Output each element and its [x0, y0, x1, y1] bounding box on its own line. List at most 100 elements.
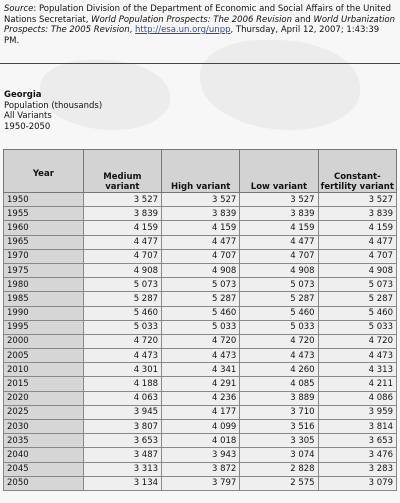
cell-constant: 4 159: [317, 220, 398, 236]
table-row: 1995 5 033 5 033 5 033 5 033: [3, 319, 398, 335]
cell-low: 3 710: [239, 404, 319, 421]
col-header-constant: Constant-fertility variant: [317, 149, 398, 193]
cell-high: 5 033: [161, 319, 241, 335]
query-metadata: Georgia Population (thousands) All Varia…: [4, 90, 102, 132]
cell-year: 1975: [3, 262, 84, 279]
table-row: 2005 4 473 4 473 4 473 4 473: [3, 348, 398, 364]
cell-low: 5 033: [239, 319, 319, 335]
source-citation: Source: Population Division of the Depar…: [4, 4, 396, 46]
table-row: 1965 4 477 4 477 4 477 4 477: [3, 234, 398, 250]
cell-high: 4 177: [161, 404, 241, 421]
cell-constant: 4 720: [317, 333, 398, 350]
col-header-low: Low variant: [239, 149, 319, 193]
cell-constant: 5 073: [317, 277, 398, 293]
col-header-medium: Medium variant: [82, 149, 163, 193]
cell-year: 1965: [3, 234, 84, 250]
cell-low: 4 473: [239, 348, 319, 364]
cell-low: 4 477: [239, 234, 319, 250]
cell-medium: 5 073: [82, 277, 163, 293]
cell-low: 5 073: [239, 277, 319, 293]
cell-medium: 3 487: [82, 447, 163, 463]
cell-constant: 4 477: [317, 234, 398, 250]
cell-low: 3 516: [239, 418, 319, 435]
table-row: 1950 3 527 3 527 3 527 3 527: [3, 191, 398, 208]
cell-constant: 3 476: [317, 447, 398, 463]
cell-high: 4 018: [161, 433, 241, 449]
cell-low: 5 287: [239, 291, 319, 307]
cell-low: 3 305: [239, 433, 319, 449]
cell-constant: 3 839: [317, 206, 398, 222]
cell-low: 3 527: [239, 191, 319, 208]
cell-year: 2040: [3, 447, 84, 463]
cell-year: 2010: [3, 362, 84, 378]
cell-high: 4 908: [161, 262, 241, 279]
table-row: 2000 4 720 4 720 4 720 4 720: [3, 333, 398, 350]
cell-year: 1995: [3, 319, 84, 335]
cell-constant: 5 033: [317, 319, 398, 335]
cell-constant: 3 283: [317, 461, 398, 477]
cell-high: 4 477: [161, 234, 241, 250]
cell-high: 4 236: [161, 390, 241, 406]
cell-year: 1980: [3, 277, 84, 293]
cell-year: 2015: [3, 376, 84, 392]
cell-low: 4 707: [239, 248, 319, 264]
cell-medium: 4 707: [82, 248, 163, 264]
col-header-high: High variant: [161, 149, 241, 193]
cell-year: 1950: [3, 191, 84, 208]
cell-medium: 3 527: [82, 191, 163, 208]
cell-year: 1985: [3, 291, 84, 307]
cell-year: 2020: [3, 390, 84, 406]
table-row: 1980 5 073 5 073 5 073 5 073: [3, 277, 398, 293]
period-label: 1950-2050: [4, 121, 51, 132]
cell-low: 4 159: [239, 220, 319, 236]
cell-low: 4 720: [239, 333, 319, 350]
cell-high: 3 872: [161, 461, 241, 477]
cell-medium: 3 945: [82, 404, 163, 421]
cell-high: 4 707: [161, 248, 241, 264]
col-header-year: Year: [3, 149, 84, 193]
cell-low: 3 839: [239, 206, 319, 222]
wup-title: World Urbanization Prospects: The 2005 R…: [4, 14, 396, 36]
cell-high: 3 839: [161, 206, 241, 222]
source-date: , Thursday, April 12, 2007; 1:43:39 PM.: [4, 25, 380, 46]
table-row: 2040 3 487 3 943 3 074 3 476: [3, 447, 398, 463]
cell-year: 1970: [3, 248, 84, 264]
table-row: 2025 3 945 4 177 3 710 3 959: [3, 404, 398, 421]
cell-medium: 4 301: [82, 362, 163, 378]
cell-medium: 4 477: [82, 234, 163, 250]
source-sep: ,: [129, 25, 136, 35]
table-row: 2035 3 653 4 018 3 305 3 653: [3, 433, 398, 449]
table-row: 1970 4 707 4 707 4 707 4 707: [3, 248, 398, 264]
table-header-row: Year Medium variant High variant Low var…: [3, 149, 398, 193]
cell-low: 2 828: [239, 461, 319, 477]
table-row: 1975 4 908 4 908 4 908 4 908: [3, 262, 398, 279]
table-row: 2020 4 063 4 236 3 889 4 086: [3, 390, 398, 406]
indicator-name: Population (thousands): [4, 100, 103, 111]
cell-constant: 4 211: [317, 376, 398, 392]
cell-year: 1960: [3, 220, 84, 236]
cell-medium: 5 033: [82, 319, 163, 335]
table-row: 2015 4 188 4 291 4 085 4 211: [3, 376, 398, 392]
cell-medium: 4 063: [82, 390, 163, 406]
source-url-link[interactable]: http://esa.un.org/unpp: [135, 25, 231, 35]
cell-medium: 5 287: [82, 291, 163, 307]
cell-high: 3 797: [161, 475, 241, 491]
table-row: 2045 3 313 3 872 2 828 3 283: [3, 461, 398, 477]
cell-low: 3 889: [239, 390, 319, 406]
cell-constant: 3 959: [317, 404, 398, 421]
cell-high: 4 341: [161, 362, 241, 378]
cell-medium: 4 188: [82, 376, 163, 392]
variants-label: All Variants: [4, 111, 52, 121]
cell-medium: 3 839: [82, 206, 163, 222]
cell-high: 5 287: [161, 291, 241, 307]
cell-medium: 4 473: [82, 348, 163, 364]
population-table: Year Medium variant High variant Low var…: [3, 149, 398, 491]
cell-high: 4 099: [161, 418, 241, 435]
cell-medium: 3 807: [82, 418, 163, 435]
cell-constant: 5 287: [317, 291, 398, 307]
cell-high: 4 473: [161, 348, 241, 364]
cell-low: 4 260: [239, 362, 319, 378]
source-text: : Population Division of the Department …: [4, 4, 392, 25]
cell-constant: 4 086: [317, 390, 398, 406]
divider: [0, 63, 400, 64]
